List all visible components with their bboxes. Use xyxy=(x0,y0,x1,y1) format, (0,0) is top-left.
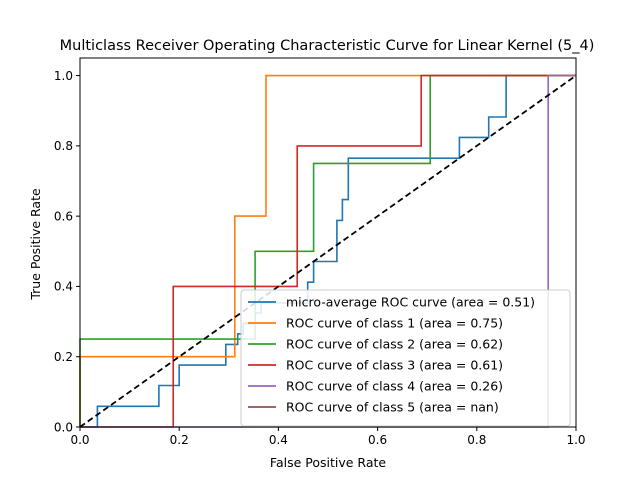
chance-diagonal-line xyxy=(79,74,577,428)
y-tick-label: 0.0 xyxy=(54,420,73,434)
axes-layer: 0.0 0.2 0.4 0.6 0.8 1.0 0.0 0.2 0.4 0.6 0.8 1.0 xyxy=(54,57,586,447)
series-line-4 xyxy=(80,74,576,428)
series-line-3 xyxy=(79,74,576,427)
y-tick-label: 0.2 xyxy=(54,350,73,364)
legend-label-3: ROC curve of class 2 (area = 0.62) xyxy=(286,336,503,351)
legend-label-2: ROC curve of class 1 (area = 0.75) xyxy=(286,315,503,330)
plot-frame xyxy=(79,57,577,428)
legend-label-4: ROC curve of class 3 (area = 0.61) xyxy=(286,357,503,372)
x-tick-label: 0.0 xyxy=(70,433,89,447)
x-axis-label: False Positive Rate xyxy=(270,455,386,470)
legend: micro-average ROC curve (area = 0.51) ROC… xyxy=(240,289,571,427)
y-tick-label: 0.8 xyxy=(54,139,73,153)
x-tick-label: 0.4 xyxy=(269,433,288,447)
y-axis-label: True Positive Rate xyxy=(28,188,43,301)
y-tick-label: 0.4 xyxy=(54,280,73,294)
legend-label-5: ROC curve of class 4 (area = 0.26) xyxy=(286,378,503,393)
chart-title: Multiclass Receiver Operating Characteri… xyxy=(60,38,595,54)
y-tick-label: 0.6 xyxy=(54,209,73,223)
legend-label-1: micro-average ROC curve (area = 0.51) xyxy=(286,294,535,309)
x-tick-label: 0.6 xyxy=(368,433,387,447)
y-tick-label: 1.0 xyxy=(54,69,73,83)
x-tick-label: 0.8 xyxy=(467,433,486,447)
legend-box xyxy=(240,289,571,427)
x-tick-label: 1.0 xyxy=(566,433,585,447)
x-tick-label: 0.2 xyxy=(170,433,189,447)
legend-label-6: ROC curve of class 5 (area = nan) xyxy=(286,399,499,414)
